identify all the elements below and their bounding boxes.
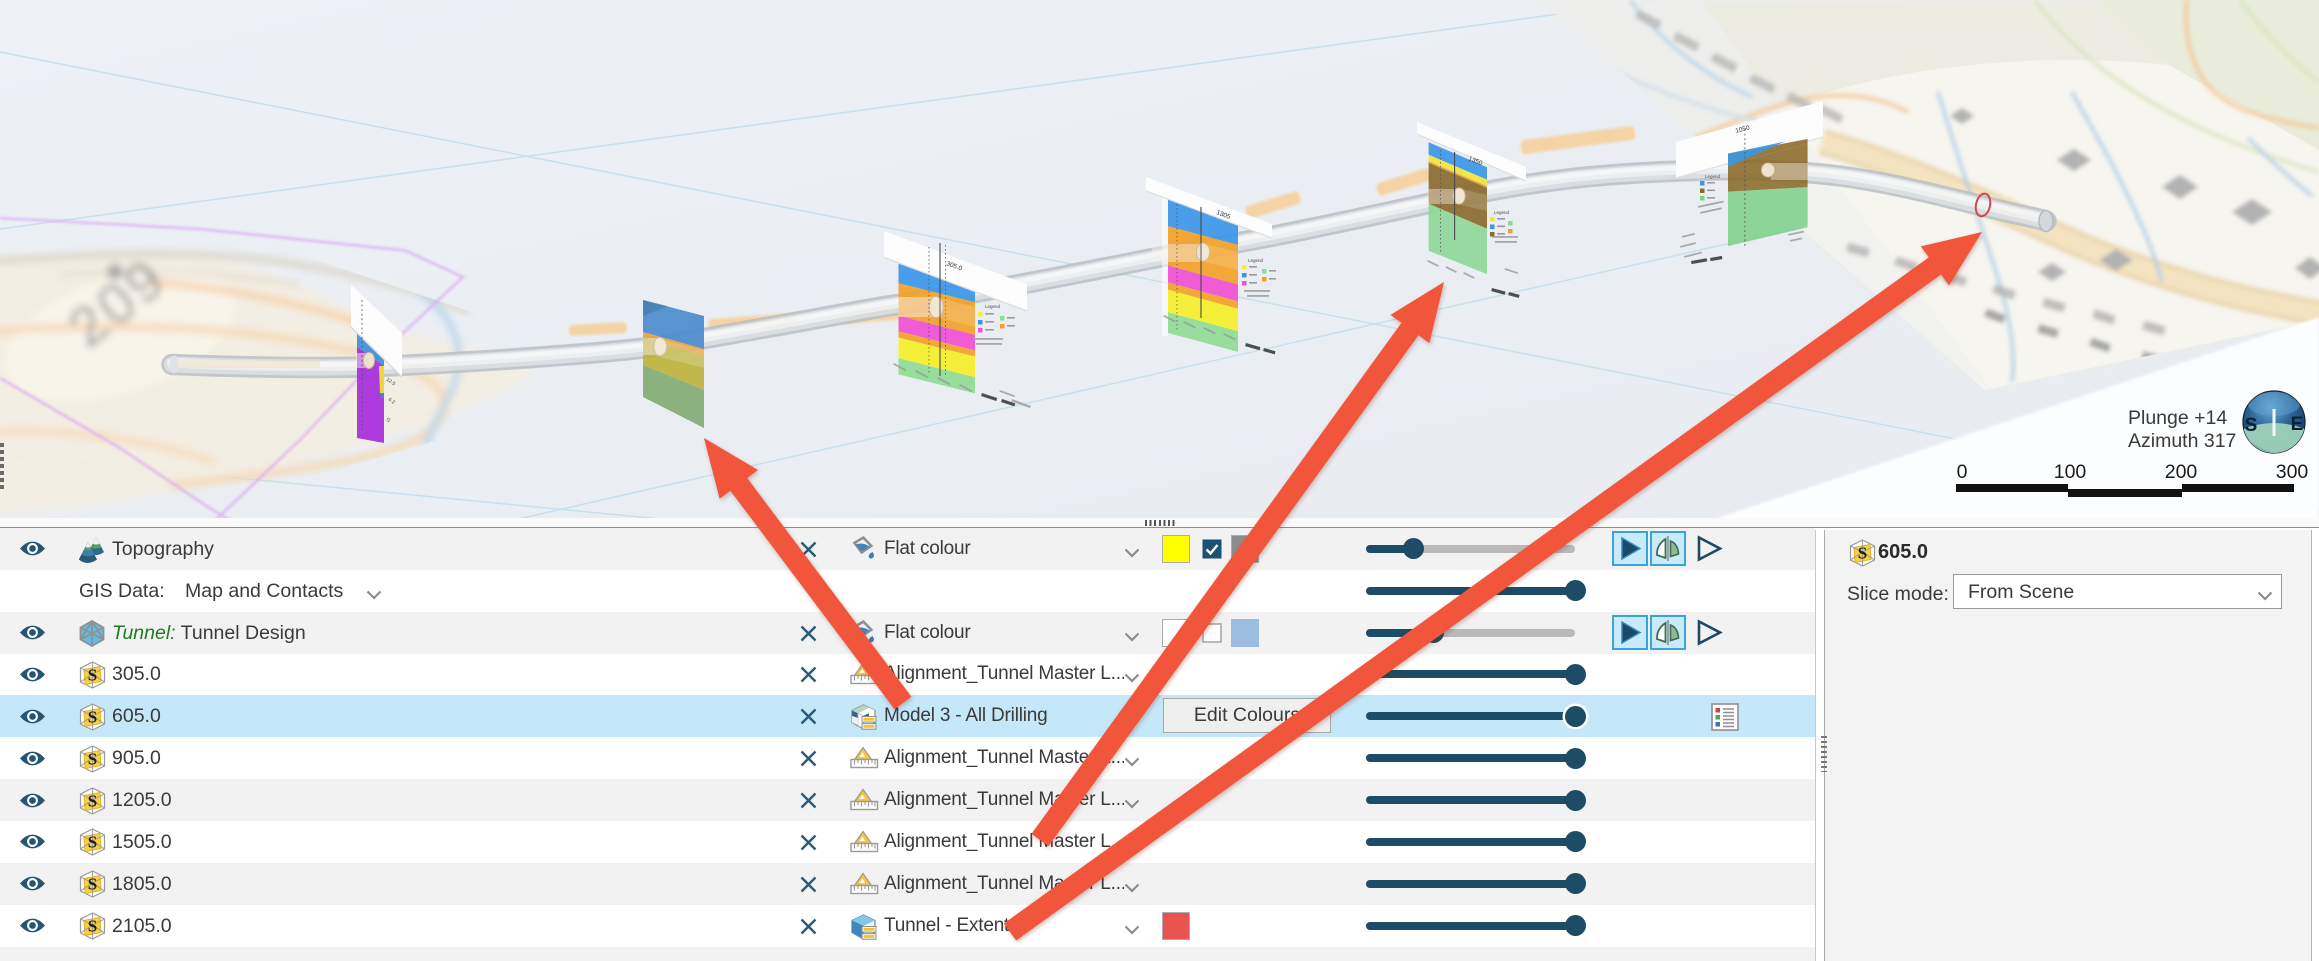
svg-text:200: 200	[2165, 461, 2198, 483]
svg-text:S: S	[2245, 415, 2258, 436]
svg-text:300: 300	[2276, 461, 2309, 483]
svg-text:Legend: Legend	[1248, 258, 1264, 263]
svg-text:12.5: 12.5	[385, 377, 397, 388]
svg-text:S: S	[1858, 543, 1867, 562]
svg-text:6.2: 6.2	[387, 397, 396, 406]
svg-text:Azimuth 317: Azimuth 317	[2128, 430, 2236, 452]
svg-text:S: S	[88, 665, 97, 684]
svg-text:Legend: Legend	[1494, 210, 1510, 215]
svg-text:0: 0	[1957, 461, 1968, 483]
svg-text:1305: 1305	[1215, 209, 1231, 221]
svg-text:Plunge +14: Plunge +14	[2128, 407, 2227, 429]
svg-text:Legend: Legend	[985, 304, 1001, 309]
svg-text:S: S	[88, 917, 97, 936]
svg-text:1050: 1050	[1735, 124, 1751, 135]
svg-text:100: 100	[2054, 461, 2087, 483]
svg-text:S: S	[88, 875, 97, 894]
svg-text:S: S	[88, 707, 97, 726]
svg-text:S: S	[88, 749, 97, 768]
svg-text:S: S	[88, 833, 97, 852]
svg-text:S: S	[88, 791, 97, 810]
svg-text:t1: t1	[385, 417, 392, 424]
svg-text:E: E	[2291, 414, 2304, 435]
svg-text:Legend: Legend	[1705, 174, 1721, 179]
